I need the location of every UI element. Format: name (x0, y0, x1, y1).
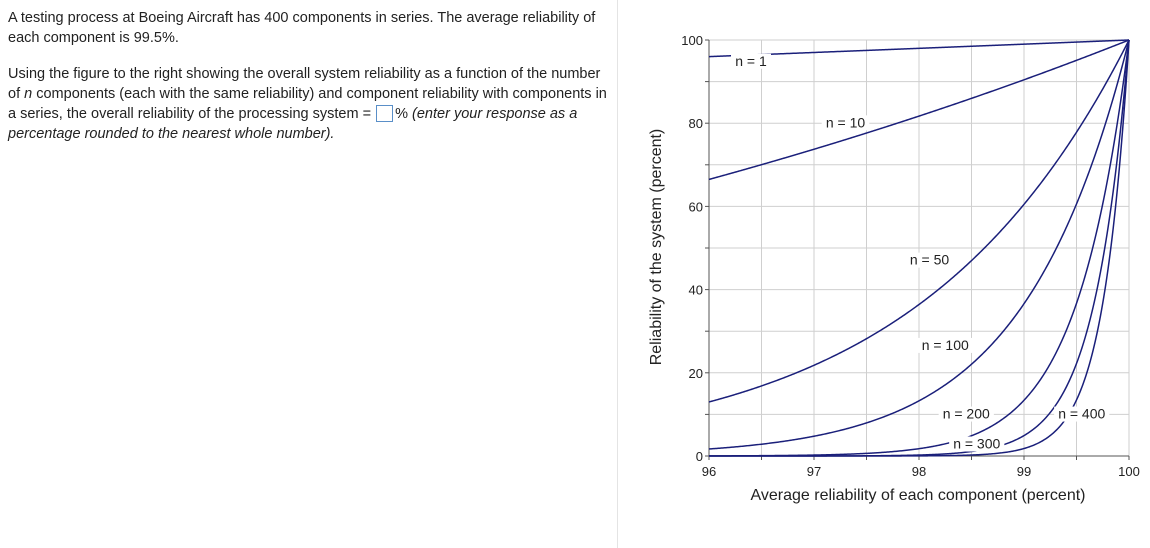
y-tick-label: 20 (689, 366, 703, 381)
x-tick-label: 96 (702, 464, 716, 479)
axes (705, 39, 1130, 460)
x-axis-label: Average reliability of each component (p… (751, 487, 1086, 504)
series-label-n-400: n = 400 (1058, 406, 1105, 422)
series-label-bg (1054, 406, 1110, 422)
question-intro: A testing process at Boeing Aircraft has… (8, 10, 596, 46)
prompt-text-2: components (each with the same reliabili… (8, 86, 607, 122)
x-tick-label: 97 (807, 464, 821, 479)
series-line-n-1 (708, 39, 1130, 58)
x-tick-label: 99 (1017, 464, 1031, 479)
series-curves (708, 39, 1130, 457)
series-label-n-10: n = 10 (826, 114, 866, 130)
series-label-n-200: n = 200 (943, 406, 990, 422)
question-prompt: Using the figure to the right showing th… (8, 64, 613, 144)
prompt-text-1: Using the figure to the right showing th… (8, 66, 601, 102)
series-label-n-50: n = 50 (910, 252, 950, 268)
tick-labels: 96 97 98 99 100 0 20 40 60 80 100 (681, 33, 1140, 479)
series-line-n-50 (708, 39, 1130, 403)
series-label-bg (917, 337, 973, 353)
series-label-n-100: n = 100 (922, 337, 969, 353)
series-label-bg (731, 53, 771, 69)
y-tick-label: 0 (696, 449, 703, 464)
series-label-bg (821, 115, 870, 131)
series-line-n-10 (708, 39, 1130, 181)
series-label-n-1: n = 1 (735, 53, 767, 69)
answer-hint: (enter your response as a percentage rou… (8, 106, 578, 142)
series-label-bg (938, 406, 994, 422)
answer-input[interactable] (376, 105, 394, 122)
x-tick-label: 98 (912, 464, 926, 479)
series-label-bg (949, 436, 1005, 452)
y-tick-label: 40 (689, 283, 703, 298)
panel-divider (617, 0, 618, 548)
series-line-n-100 (708, 39, 1130, 450)
series-line-n-400 (709, 39, 1130, 457)
series-labels: n = 1 n = 10 n = 50 n = 100 n = 200 n = 300 n … (731, 53, 1110, 452)
percent-sign: % (395, 106, 409, 122)
y-tick-label: 60 (689, 199, 703, 214)
x-tick-label: 100 (1118, 464, 1140, 479)
y-axis-label: Reliability of the system (percent) (648, 129, 665, 366)
series-label-n-300: n = 300 (953, 436, 1000, 452)
y-tick-label: 80 (689, 116, 703, 131)
n-variable: n (24, 86, 33, 102)
series-label-bg (905, 252, 954, 268)
question-panel: A testing process at Boeing Aircraft has… (8, 8, 613, 160)
grid-lines (708, 39, 1130, 457)
y-tick-label: 100 (681, 33, 703, 48)
